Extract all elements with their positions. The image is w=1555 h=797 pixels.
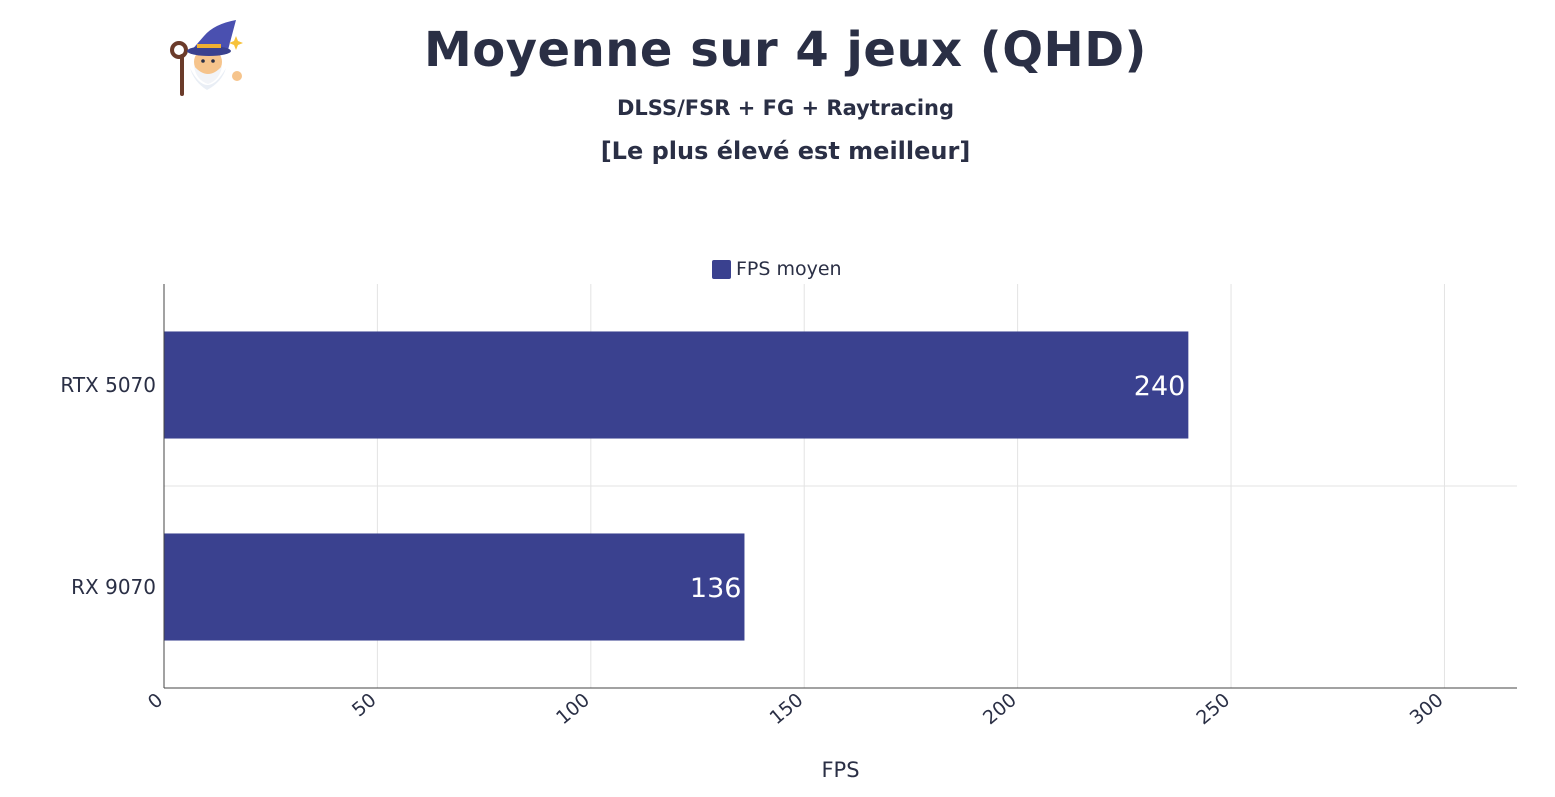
category-label: RTX 5070 <box>60 373 156 397</box>
x-tick-labels: 0 50 100 150 200 250 300 <box>144 689 1448 729</box>
legend-label: FPS moyen <box>736 258 842 280</box>
axes <box>163 284 1517 689</box>
bar-value-label: 240 <box>1134 371 1186 402</box>
x-tick-label: 300 <box>1406 689 1448 729</box>
chart-note: [Le plus élevé est meilleur] <box>600 137 971 165</box>
bars: 240 136 <box>164 331 1189 641</box>
bar-value-label: 136 <box>690 573 742 604</box>
chart-title: Moyenne sur 4 jeux (QHD) <box>424 22 1147 78</box>
bar[interactable] <box>164 331 1189 439</box>
x-tick-label: 150 <box>766 689 808 729</box>
x-tick-label: 50 <box>348 689 381 721</box>
wizard-logo <box>164 16 250 96</box>
wizard-mascot-icon <box>170 20 243 96</box>
x-axis-title: FPS <box>821 758 859 782</box>
x-tick-label: 100 <box>552 689 594 729</box>
legend-swatch <box>712 259 731 279</box>
x-tick-label: 0 <box>144 689 167 714</box>
category-label: RX 9070 <box>71 575 156 599</box>
x-tick-label: 250 <box>1192 689 1234 729</box>
y-category-labels: RTX 5070 RX 9070 <box>60 373 156 599</box>
legend[interactable]: FPS moyen <box>712 257 842 281</box>
x-tick-label: 200 <box>979 689 1021 729</box>
bar[interactable] <box>164 533 745 641</box>
chart-subtitle: DLSS/FSR + FG + Raytracing <box>616 96 955 120</box>
